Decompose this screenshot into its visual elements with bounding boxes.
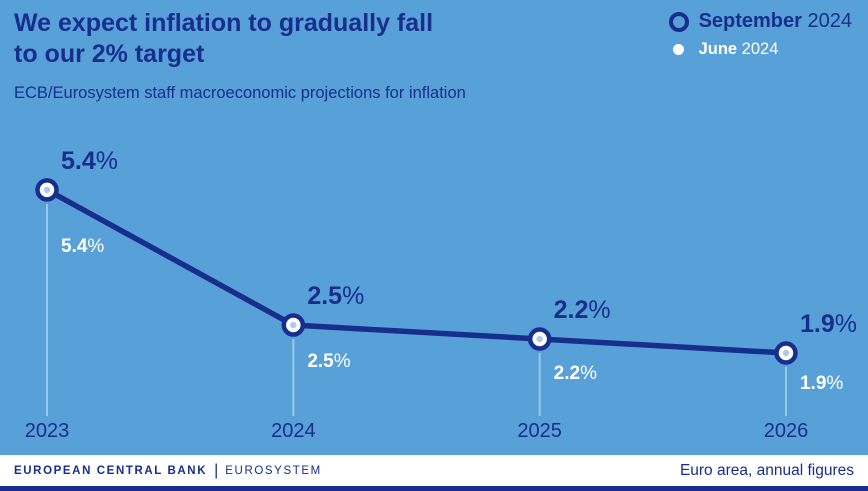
inflation-line-chart xyxy=(35,178,798,416)
chart-subtitle: ECB/Eurosystem staff macroeconomic proje… xyxy=(14,84,466,102)
trend-line xyxy=(44,187,789,356)
data-point-center xyxy=(290,321,297,329)
footer-note: Euro area, annual figures xyxy=(679,461,854,479)
data-point-center xyxy=(536,335,543,343)
ecb-logo-text: EUROPEAN CENTRAL BANK | EUROSYSTEM xyxy=(14,462,322,480)
legend-label-september: September 2024 xyxy=(698,10,852,32)
legend-label-june: June 2024 xyxy=(698,40,779,58)
data-point-center xyxy=(43,186,51,194)
chart-legend: September 2024 June 2024 xyxy=(667,10,852,59)
legend-icon-col xyxy=(667,11,691,32)
ring-marker-icon xyxy=(668,11,689,32)
ecb-org-name: EUROPEAN CENTRAL BANK xyxy=(14,464,208,477)
data-point-center xyxy=(782,349,790,357)
footer: EUROPEAN CENTRAL BANK | EUROSYSTEM Euro … xyxy=(0,455,868,486)
page-title-line1: We expect inflation to gradually fall xyxy=(14,9,434,37)
footer-separator: | xyxy=(214,461,219,479)
eurosystem-label: EUROSYSTEM xyxy=(225,464,322,477)
page-title-line2: to our 2% target xyxy=(14,39,205,68)
legend-item-september: September 2024 xyxy=(667,10,852,33)
page-title: We expect inflation to gradually fall to… xyxy=(14,8,433,69)
legend-icon-col xyxy=(667,44,691,55)
dot-marker-icon xyxy=(673,44,685,55)
legend-item-june: June 2024 xyxy=(667,40,779,59)
bottom-strip xyxy=(0,486,868,491)
